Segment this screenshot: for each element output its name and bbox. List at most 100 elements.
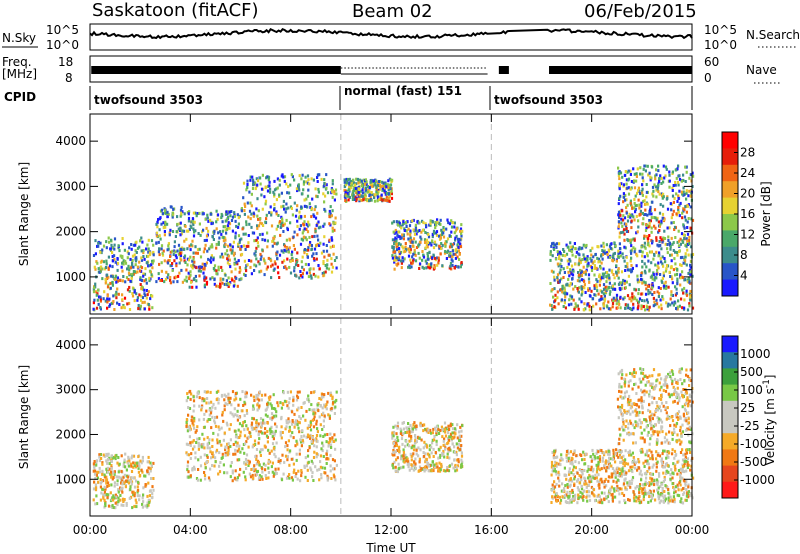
echo-cell xyxy=(98,470,101,474)
echo-cell xyxy=(329,432,332,436)
echo-cell xyxy=(183,247,186,251)
echo-cell xyxy=(310,177,313,181)
cpid-segment-1: twofsound 3503 xyxy=(94,93,203,107)
y-tick-label: 4000 xyxy=(55,134,86,148)
echo-cell xyxy=(657,164,660,168)
echo-cell xyxy=(327,391,330,395)
echo-cell xyxy=(600,450,603,454)
echo-cell xyxy=(294,419,298,423)
echo-cell xyxy=(404,444,407,448)
echo-cell xyxy=(432,427,435,431)
echo-cell xyxy=(236,436,239,440)
echo-cell xyxy=(316,439,319,443)
echo-cell xyxy=(415,246,419,249)
echo-cell xyxy=(175,256,178,260)
echo-cell xyxy=(102,453,105,457)
echo-cell xyxy=(140,287,143,291)
echo-cell xyxy=(133,485,137,489)
echo-cell xyxy=(185,275,188,279)
echo-cell xyxy=(681,306,684,310)
echo-cell xyxy=(256,403,259,407)
echo-cell xyxy=(207,476,211,480)
echo-cell xyxy=(97,267,100,271)
echo-cell xyxy=(301,255,304,259)
echo-cell xyxy=(653,224,656,228)
echo-cell xyxy=(392,451,395,455)
echo-cell xyxy=(654,174,657,178)
echo-cell xyxy=(550,269,553,273)
echo-cell xyxy=(581,289,584,293)
echo-cell xyxy=(296,477,299,481)
echo-cell xyxy=(109,470,112,474)
echo-cell xyxy=(435,230,439,234)
echo-cell xyxy=(119,487,123,491)
freq-bar xyxy=(498,66,509,74)
echo-cell xyxy=(644,281,647,285)
echo-cell xyxy=(293,266,296,270)
echo-cell xyxy=(584,257,588,261)
echo-cell xyxy=(130,482,133,486)
echo-cell xyxy=(427,431,430,434)
echo-cell xyxy=(591,467,594,471)
echo-cell xyxy=(625,222,628,226)
echo-cell xyxy=(624,198,627,202)
echo-cell xyxy=(655,238,658,242)
echo-cell xyxy=(213,268,216,272)
echo-cell xyxy=(245,223,248,227)
echo-cell xyxy=(149,469,152,473)
echo-cell xyxy=(657,305,660,309)
echo-cell xyxy=(363,196,366,200)
echo-cell xyxy=(383,189,386,193)
echo-cell xyxy=(262,257,265,261)
echo-cell xyxy=(248,209,252,213)
echo-cell xyxy=(328,442,331,446)
echo-cell xyxy=(306,194,310,198)
echo-cell xyxy=(228,226,231,230)
echo-cell xyxy=(212,256,215,260)
echo-cell xyxy=(409,233,412,237)
echo-cell xyxy=(689,245,693,249)
echo-cell xyxy=(122,500,125,503)
echo-cell xyxy=(361,182,364,186)
echo-cell xyxy=(249,201,252,205)
echo-cell xyxy=(609,307,612,311)
echo-cell xyxy=(627,215,630,218)
echo-cell xyxy=(576,279,579,283)
echo-cell xyxy=(225,282,228,286)
echo-cell xyxy=(359,178,362,182)
echo-cell xyxy=(311,471,314,475)
echo-cell xyxy=(379,185,382,189)
echo-cell xyxy=(130,247,133,251)
echo-cell xyxy=(675,272,679,276)
echo-cell xyxy=(657,230,660,234)
echo-cell xyxy=(366,185,369,188)
echo-cell xyxy=(573,242,576,245)
echo-cell xyxy=(414,434,417,437)
echo-cell xyxy=(439,236,442,240)
echo-cell xyxy=(645,183,648,186)
echo-cell xyxy=(582,271,585,274)
echo-cell xyxy=(331,238,334,242)
echo-cell xyxy=(302,235,305,239)
echo-cell xyxy=(191,415,194,419)
echo-cell xyxy=(647,308,650,312)
echo-cell xyxy=(304,418,307,422)
echo-cell xyxy=(296,233,299,237)
echo-cell xyxy=(666,195,669,199)
echo-cell xyxy=(100,251,103,255)
echo-cell xyxy=(142,272,145,276)
echo-cell xyxy=(199,233,202,237)
echo-cell xyxy=(679,263,682,267)
echo-cell xyxy=(92,307,95,311)
echo-cell xyxy=(97,302,100,306)
echo-cell xyxy=(323,255,326,259)
echo-cell xyxy=(96,261,99,265)
echo-cell xyxy=(643,472,647,476)
echo-cell xyxy=(171,249,174,253)
echo-cell xyxy=(612,252,615,256)
echo-cell xyxy=(298,216,301,220)
echo-cell xyxy=(412,228,415,232)
echo-cell xyxy=(218,439,221,443)
echo-cell xyxy=(331,397,334,401)
echo-cell xyxy=(124,465,127,469)
